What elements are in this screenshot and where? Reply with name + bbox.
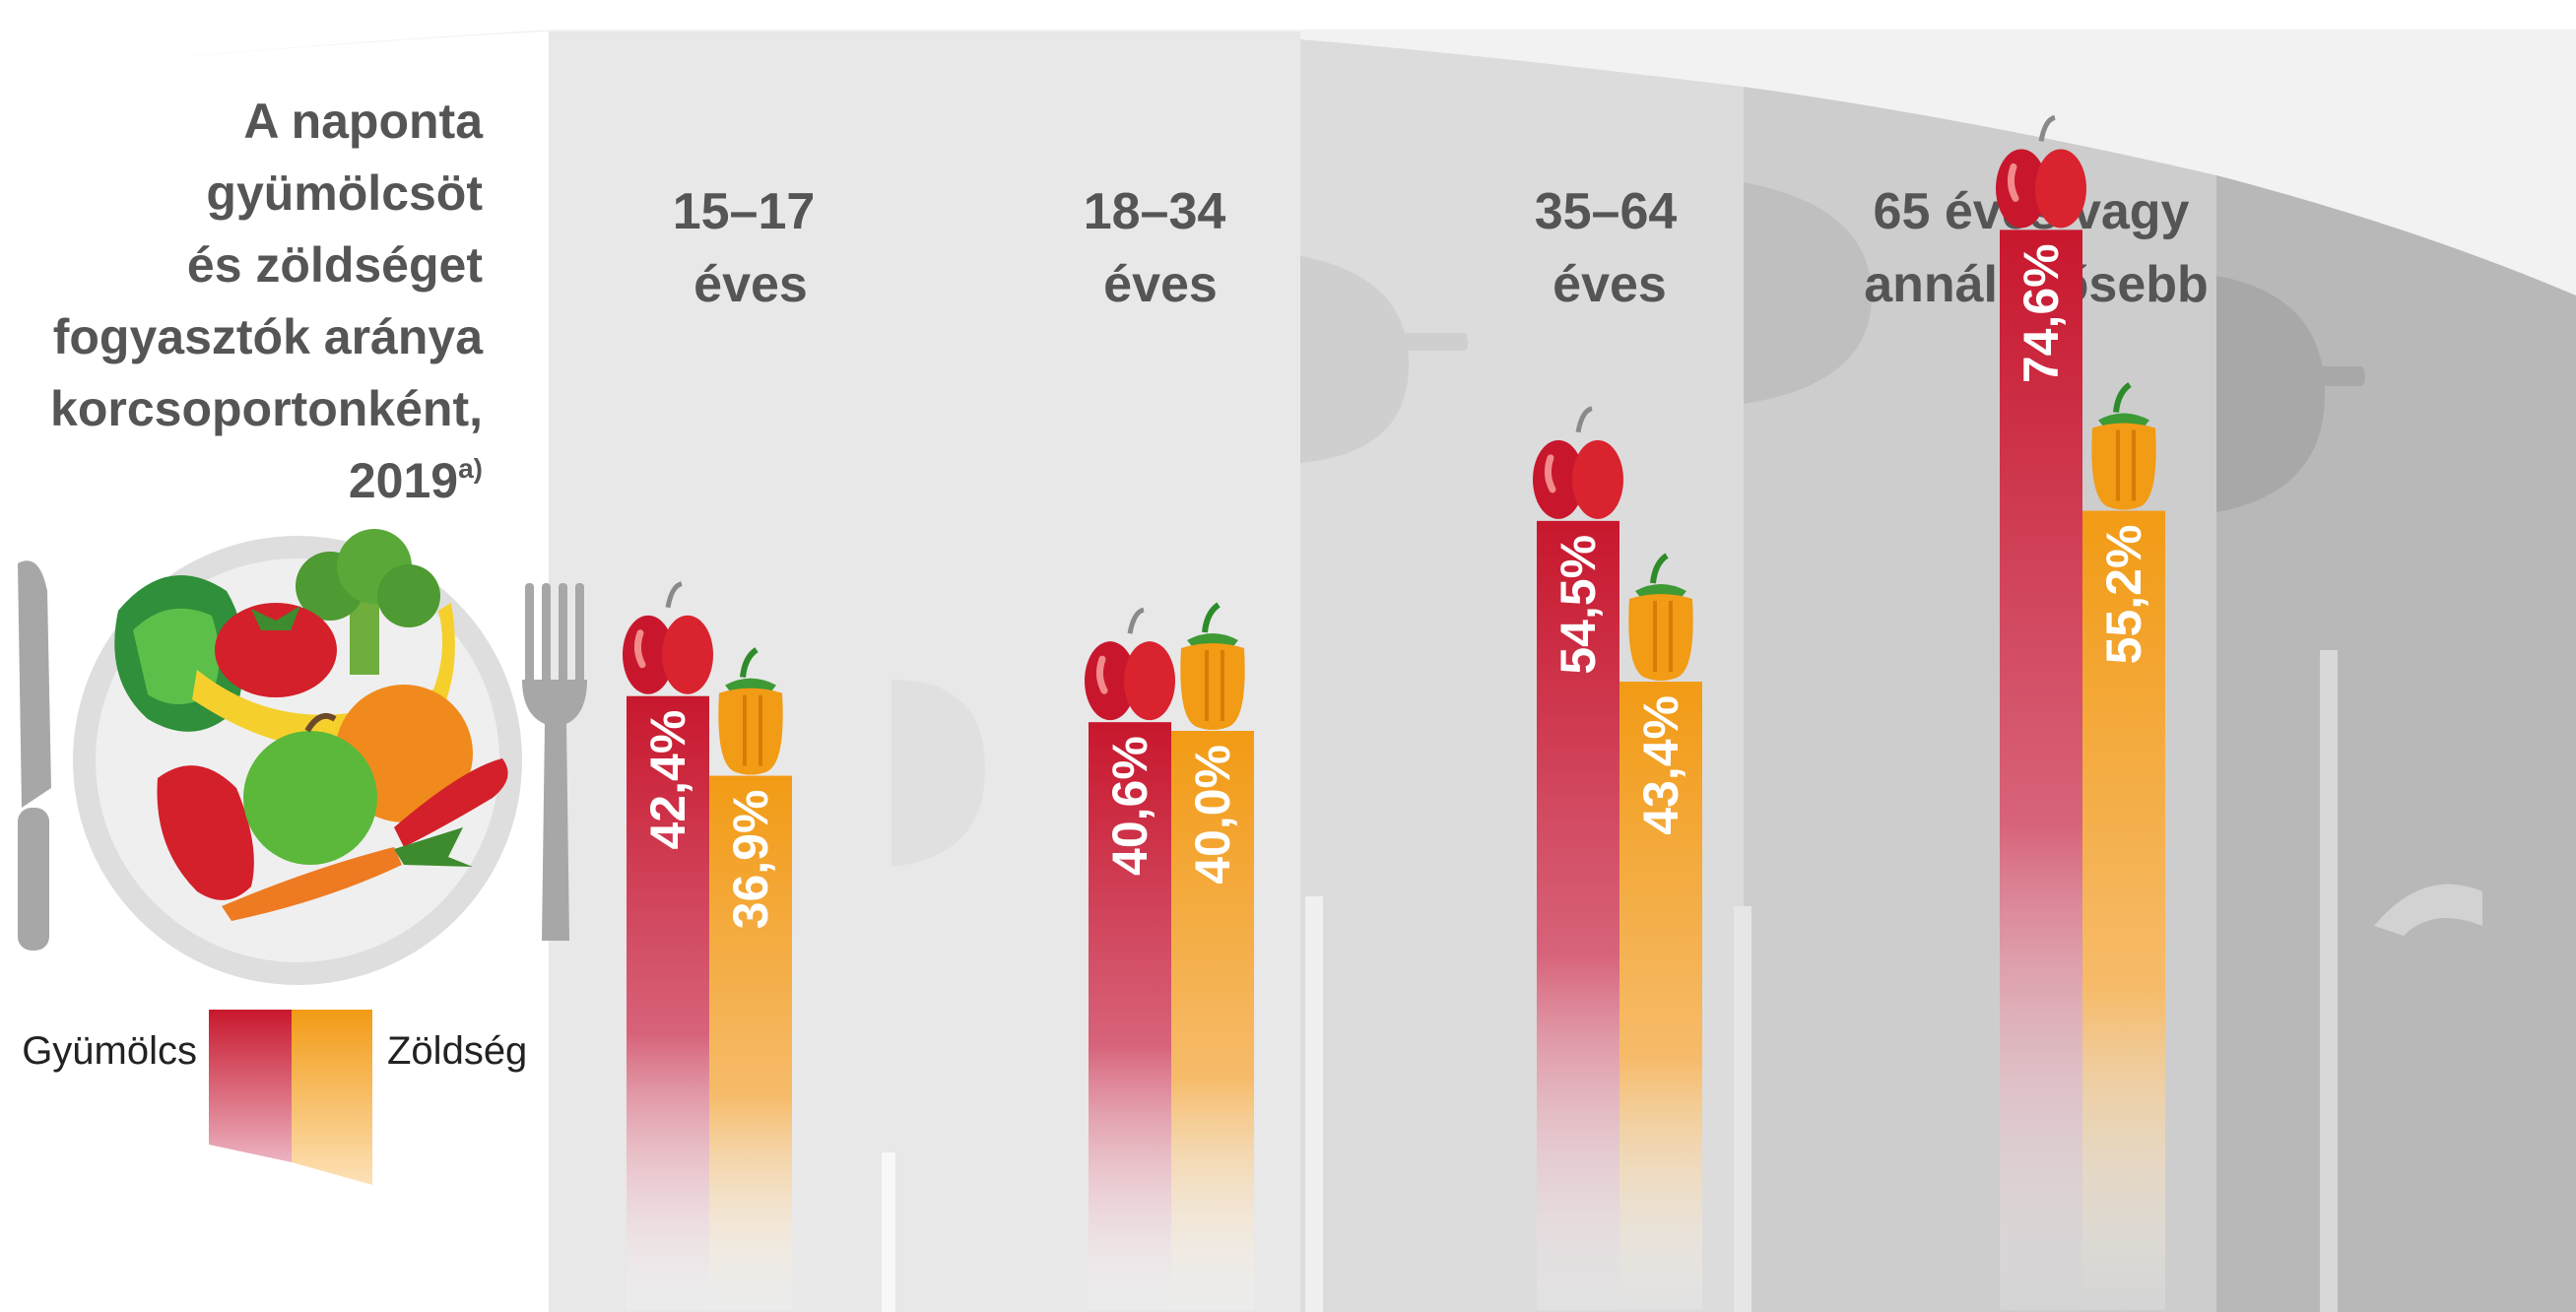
teen-head [892, 680, 985, 867]
vegetable-value-label-3: 43,4% [1633, 695, 1688, 835]
adult-nose [1399, 333, 1468, 351]
fruit-value-label-4: 74,6% [2014, 243, 2069, 383]
leg-divider-2 [1305, 896, 1323, 1312]
legend-vegetable-label: Zöldség [387, 1029, 527, 1073]
title-footnote-mark: a) [458, 453, 483, 484]
pepper-icon [1180, 602, 1245, 730]
category-label-3-line-2: éves [1552, 256, 1667, 313]
category-label-1-line-1: 15–17 [673, 183, 816, 240]
carrot-icon [222, 827, 473, 921]
elderly-nose [2320, 366, 2365, 386]
green-apple-icon [243, 713, 377, 865]
vegetable-bar-3 [1619, 682, 1702, 1310]
vegetable-value-label-4: 55,2% [2096, 525, 2151, 665]
adult-face [1300, 256, 1409, 463]
legend-vegetable-swatch [292, 1010, 372, 1185]
legend-fruit-swatch [209, 1010, 292, 1162]
elderly-face [2216, 276, 2325, 512]
fruit-bar-2 [1089, 722, 1171, 1310]
plate-illustration [18, 529, 587, 985]
vegetable-bar-2 [1171, 731, 1254, 1310]
pepper-icon [2091, 382, 2156, 510]
vegetable-bar-4 [2082, 510, 2165, 1310]
title-line-3: és zöldséget [187, 237, 483, 293]
category-label-3-line-1: 35–64 [1535, 183, 1678, 240]
title-line-1: A naponta [243, 94, 484, 149]
legend: Gyümölcs Zöldség [22, 1010, 527, 1185]
title-year: 2019 [349, 453, 458, 508]
category-label-1-line-2: éves [694, 256, 808, 313]
leg-divider-1 [882, 1152, 895, 1312]
fork-icon [522, 583, 587, 941]
fruit-value-label-1: 42,4% [640, 710, 695, 850]
apple-icon [1533, 406, 1623, 519]
fruit-bar-4 [2000, 230, 2082, 1310]
knife-icon [18, 560, 51, 951]
title-line-6: 2019a) [349, 453, 483, 508]
fruit-bar-1 [627, 695, 709, 1310]
leg-divider-4 [2320, 650, 2338, 1312]
apple-icon [623, 581, 713, 694]
chili-icon [394, 758, 508, 847]
fruit-value-label-2: 40,6% [1102, 736, 1157, 876]
apple-icon [1996, 114, 2086, 229]
title-line-4: fogyasztók aránya [53, 309, 484, 364]
fruit-bar-3 [1537, 520, 1619, 1310]
cane-handle [2374, 884, 2482, 936]
broccoli-icon [296, 529, 440, 675]
title-line-5: korcsoportonként, [50, 381, 483, 436]
leg-divider-3 [1734, 906, 1751, 1312]
vegetable-value-label-2: 40,0% [1185, 745, 1240, 885]
fruit-value-label-3: 54,5% [1551, 535, 1606, 675]
red-pepper-icon [157, 765, 254, 900]
tomato-icon [215, 603, 337, 697]
vegetable-value-label-1: 36,9% [723, 790, 778, 930]
vegetable-bar-1 [709, 775, 792, 1310]
apple-icon [1085, 607, 1175, 721]
bars: 42,4% 40,6% 54,5% 74,6% 36,9% 40,0% 43,4% 55,2% [623, 114, 2165, 1310]
legend-fruit-label: Gyümölcs [22, 1029, 197, 1073]
category-label-2-line-2: éves [1103, 256, 1218, 313]
title-line-2: gyümölcsöt [206, 165, 483, 221]
pepper-icon [718, 647, 783, 775]
pepper-icon [1628, 553, 1693, 682]
chart-title: A naponta gyümölcsöt és zöldséget fogyas… [50, 94, 484, 508]
middle-face [1744, 182, 1872, 404]
category-label-2-line-1: 18–34 [1084, 183, 1226, 240]
